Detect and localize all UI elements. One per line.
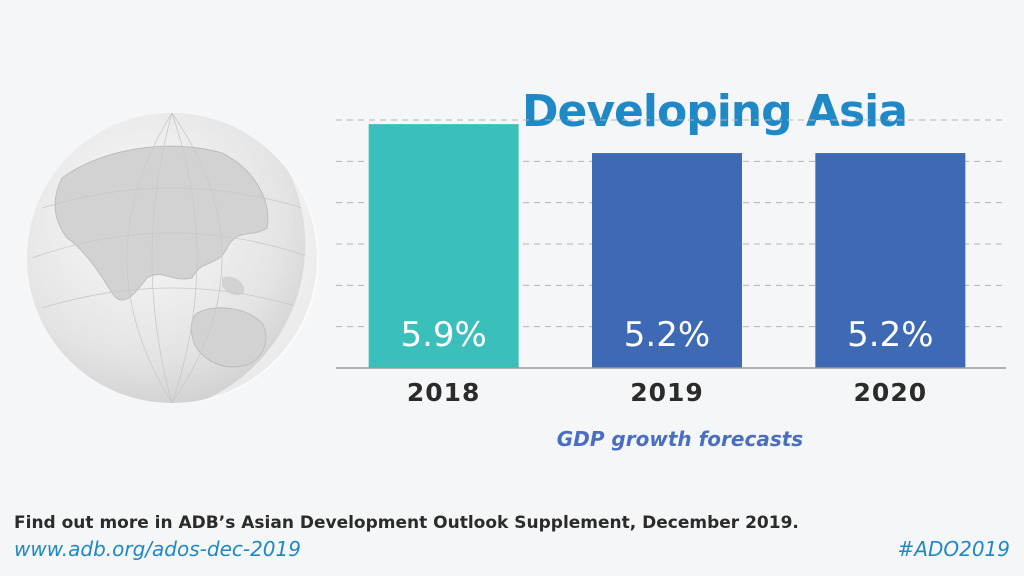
chart-title: Developing Asia <box>522 86 908 137</box>
x-tick-label: 2020 <box>854 378 928 407</box>
x-tick-label: 2018 <box>407 378 481 407</box>
bar <box>592 153 742 368</box>
data-label: 5.2% <box>624 315 710 355</box>
hashtag: #ADO2019 <box>897 537 1010 561</box>
globe-illustration <box>27 112 319 404</box>
footer-text: Find out more in ADB’s Asian Development… <box>14 513 799 533</box>
bar <box>815 153 966 368</box>
bar <box>368 124 519 368</box>
data-label: 5.9% <box>400 315 486 355</box>
x-tick-label: 2019 <box>630 378 704 407</box>
footer-link[interactable]: www.adb.org/ados-dec-2019 <box>14 537 301 561</box>
data-label: 5.2% <box>847 315 933 355</box>
x-axis-label: GDP growth forecasts <box>557 427 803 451</box>
